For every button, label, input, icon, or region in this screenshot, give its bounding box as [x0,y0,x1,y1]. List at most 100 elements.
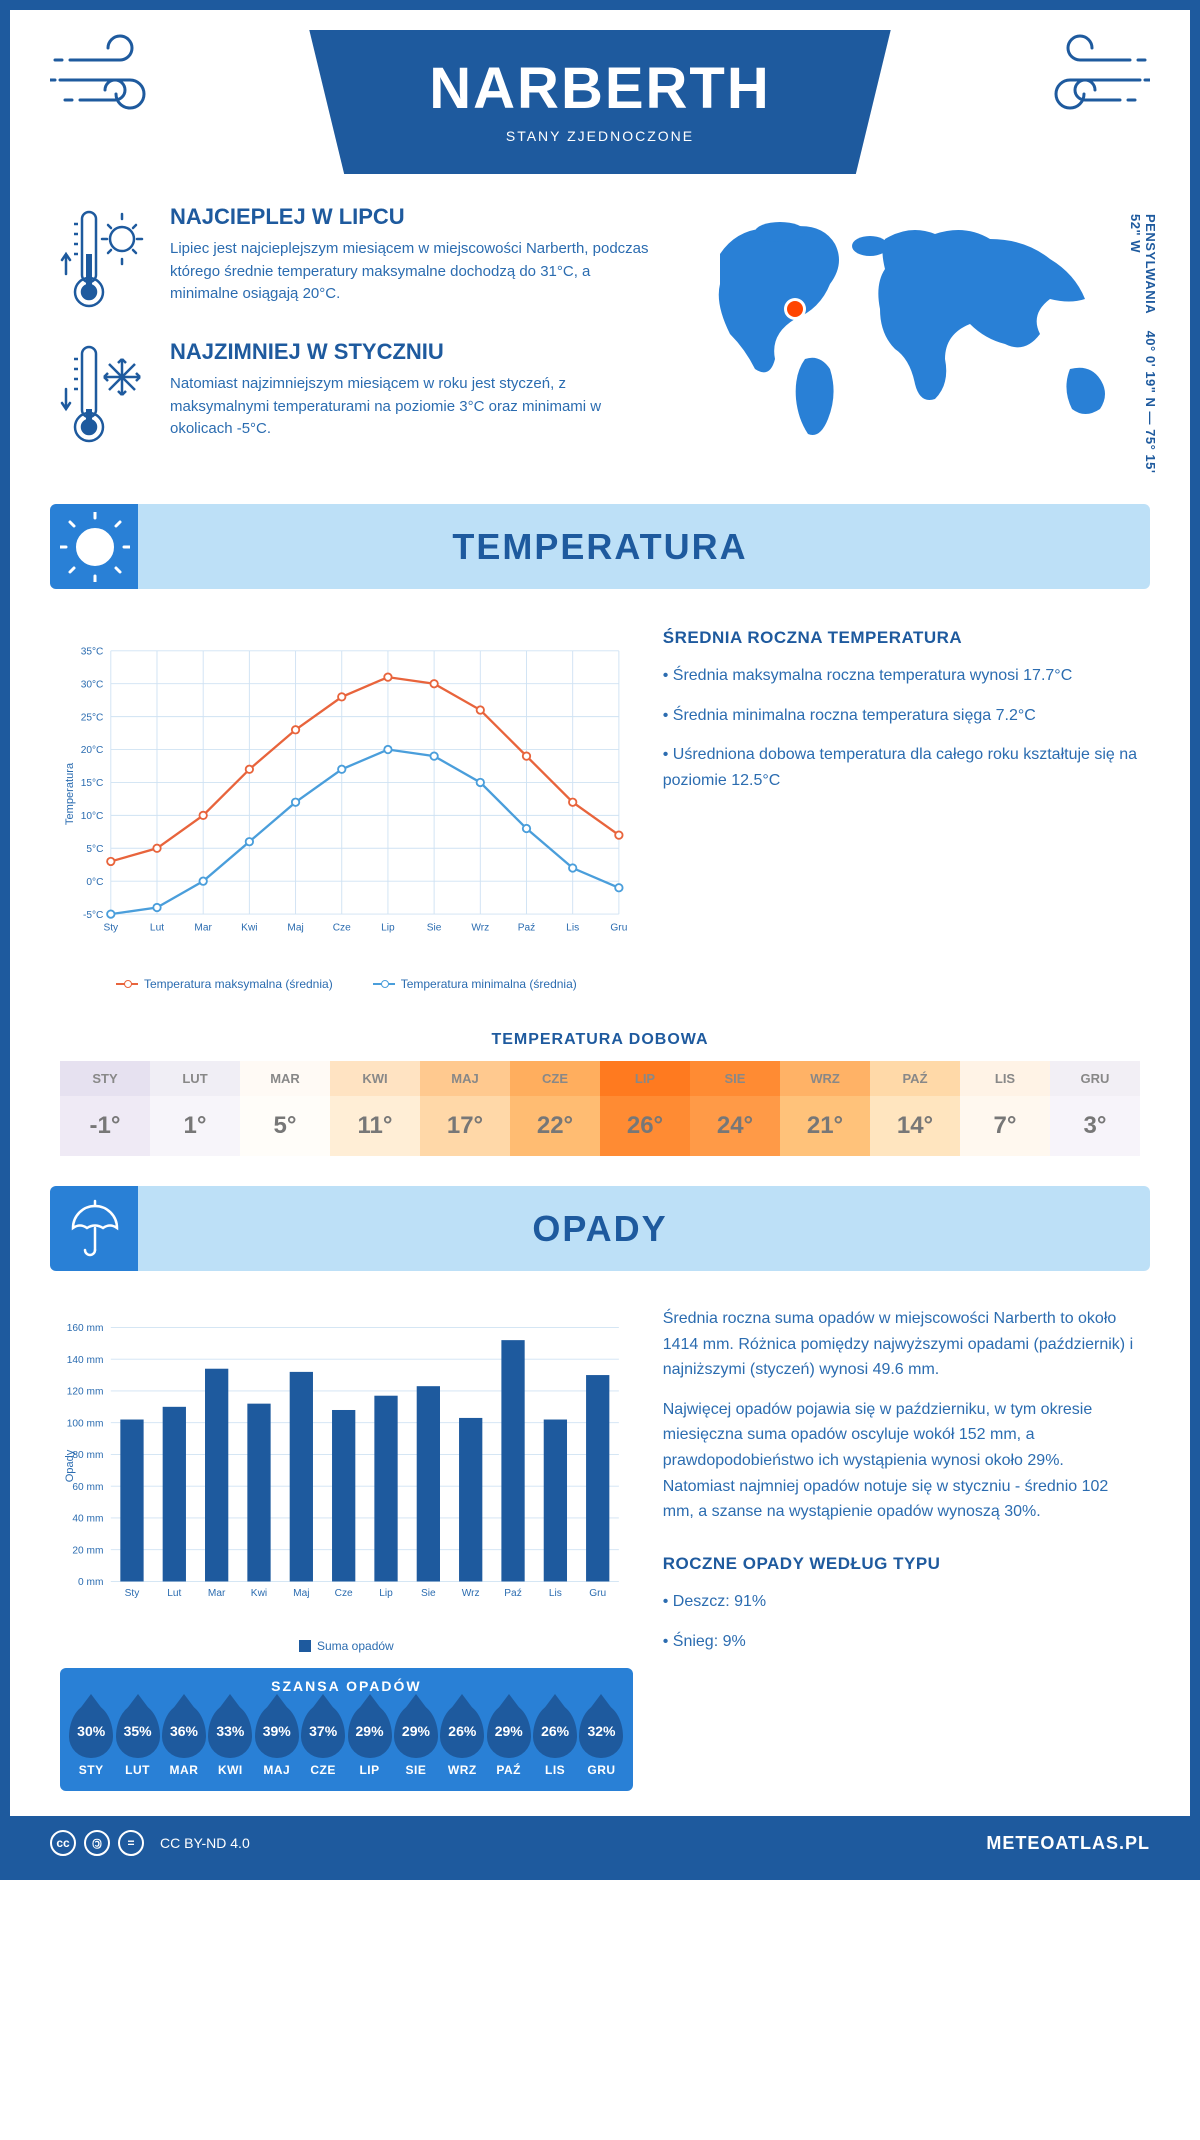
temperature-summary: ŚREDNIA ROCZNA TEMPERATURA • Średnia mak… [663,624,1140,991]
annual-temp-b1: • Średnia maksymalna roczna temperatura … [663,663,1140,689]
precip-title: OPADY [140,1208,1150,1250]
by-icon: 🄯 [84,1830,110,1856]
license-text: CC BY-ND 4.0 [160,1835,250,1851]
country-subtitle: STANY ZJEDNOCZONE [429,128,770,144]
precip-content: 0 mm 20 mm 40 mm 60 mm 80 mm 100 mm 120 mm 140 … [10,1281,1190,1816]
svg-text:Mar: Mar [194,923,212,934]
daily-temp-cell: LIS7° [960,1061,1050,1156]
svg-text:Opady: Opady [64,1449,76,1482]
svg-text:Paź: Paź [504,1588,522,1599]
svg-text:25°C: 25°C [81,712,104,723]
svg-text:10°C: 10°C [81,811,104,822]
world-map-icon [690,204,1140,444]
thermometer-hot-icon [60,204,150,314]
svg-text:80 mm: 80 mm [72,1450,103,1461]
map-column: PENSYLWANIA 40° 0' 19" N — 75° 15' 52" W [690,204,1140,474]
svg-text:20 mm: 20 mm [72,1545,103,1556]
title-banner: NARBERTH STANY ZJEDNOCZONE [309,30,890,174]
thermometer-cold-icon [60,339,150,449]
daily-temp-cell: KWI11° [330,1061,420,1156]
coldest-text: Natomiast najzimniejszym miesiącem w rok… [170,373,660,441]
svg-text:Gru: Gru [589,1588,606,1599]
precip-p1: Średnia roczna suma opadów w miejscowośc… [663,1306,1140,1383]
precip-chart-column: 0 mm 20 mm 40 mm 60 mm 80 mm 100 mm 120 mm 140 … [60,1306,633,1791]
precip-chance-drop: 26%WRZ [440,1704,484,1777]
daily-temp-grid: STY-1°LUT1°MAR5°KWI11°MAJ17°CZE22°LIP26°… [60,1061,1140,1156]
site-name: METEOATLAS.PL [986,1833,1150,1854]
cc-icon: cc [50,1830,76,1856]
precip-chance-drop: 35%LUT [116,1704,160,1777]
precip-section-header: OPADY [50,1186,1150,1271]
infographic-container: NARBERTH STANY ZJEDNOCZONE [0,0,1200,1880]
precip-legend: Suma opadów [60,1639,633,1653]
intro-section: NAJCIEPLEJ W LIPCU Lipiec jest najcieple… [10,174,1190,494]
svg-text:Sie: Sie [421,1588,436,1599]
license-block: cc 🄯 = CC BY-ND 4.0 [50,1830,250,1856]
daily-temp-cell: STY-1° [60,1061,150,1156]
svg-text:120 mm: 120 mm [67,1387,104,1398]
temperature-title: TEMPERATURA [140,526,1150,568]
svg-text:Lut: Lut [150,923,164,934]
precip-chance-drop: 29%SIE [394,1704,438,1777]
svg-text:Lut: Lut [167,1588,181,1599]
svg-text:Wrz: Wrz [462,1588,480,1599]
temperature-chart: -5°C0°C5°C10°C15°C20°C25°C30°C35°CStyLut… [60,624,633,991]
precip-chance-drop: 37%CZE [301,1704,345,1777]
precip-chance-drop: 29%PAŹ [487,1704,531,1777]
svg-text:Wrz: Wrz [471,923,489,934]
daily-temp-cell: WRZ21° [780,1061,870,1156]
svg-text:40 mm: 40 mm [72,1514,103,1525]
svg-text:0 mm: 0 mm [78,1577,103,1588]
svg-text:100 mm: 100 mm [67,1418,104,1429]
svg-text:60 mm: 60 mm [72,1482,103,1493]
nd-icon: = [118,1830,144,1856]
annual-temp-b2: • Średnia minimalna roczna temperatura s… [663,703,1140,729]
svg-text:Lis: Lis [566,923,579,934]
hottest-text: Lipiec jest najcieplejszym miesiącem w m… [170,238,660,306]
daily-temp-cell: SIE24° [690,1061,780,1156]
precip-chance-box: SZANSA OPADÓW 30%STY35%LUT36%MAR33%KWI39… [60,1668,633,1791]
daily-temp-cell: LUT1° [150,1061,240,1156]
svg-text:-5°C: -5°C [83,910,103,921]
svg-text:Sty: Sty [103,923,119,934]
precip-summary: Średnia roczna suma opadów w miejscowośc… [663,1306,1140,1791]
svg-text:Gru: Gru [610,923,627,934]
precip-chance-drop: 29%LIP [348,1704,392,1777]
svg-text:5°C: 5°C [86,844,103,855]
sun-icon [60,512,130,582]
daily-temp-cell: MAJ17° [420,1061,510,1156]
svg-text:160 mm: 160 mm [67,1323,104,1334]
precip-chance-drop: 33%KWI [208,1704,252,1777]
svg-text:15°C: 15°C [81,778,104,789]
temperature-content: -5°C0°C5°C10°C15°C20°C25°C30°C35°CStyLut… [10,599,1190,1016]
svg-text:20°C: 20°C [81,745,104,756]
footer: cc 🄯 = CC BY-ND 4.0 METEOATLAS.PL [10,1816,1190,1870]
svg-text:Cze: Cze [333,923,351,934]
precip-type-b1: • Deszcz: 91% [663,1589,1140,1615]
daily-temp-cell: CZE22° [510,1061,600,1156]
precip-chance-drop: 30%STY [69,1704,113,1777]
daily-temp-cell: GRU3° [1050,1061,1140,1156]
precip-chance-drop: 36%MAR [162,1704,206,1777]
temperature-legend: Temperatura maksymalna (średnia) Tempera… [60,977,633,991]
daily-temp-cell: MAR5° [240,1061,330,1156]
intro-text-column: NAJCIEPLEJ W LIPCU Lipiec jest najcieple… [60,204,660,474]
city-title: NARBERTH [429,55,770,122]
precip-type-b2: • Śnieg: 9% [663,1629,1140,1655]
svg-text:Paź: Paź [518,923,536,934]
temperature-section-header: TEMPERATURA [50,504,1150,589]
svg-text:Maj: Maj [293,1588,309,1599]
svg-text:140 mm: 140 mm [67,1355,104,1366]
svg-text:Maj: Maj [287,923,303,934]
svg-text:Sty: Sty [125,1588,141,1599]
daily-temp-cell: LIP26° [600,1061,690,1156]
svg-text:Kwi: Kwi [241,923,257,934]
svg-text:Cze: Cze [335,1588,353,1599]
svg-text:Lip: Lip [381,923,395,934]
svg-text:Temperatura: Temperatura [64,762,76,825]
daily-temp-cell: PAŹ14° [870,1061,960,1156]
coordinates-label: PENSYLWANIA 40° 0' 19" N — 75° 15' 52" W [1128,214,1158,474]
precip-chance-heading: SZANSA OPADÓW [68,1678,625,1694]
header: NARBERTH STANY ZJEDNOCZONE [10,10,1190,174]
precip-chance-drop: 39%MAJ [255,1704,299,1777]
